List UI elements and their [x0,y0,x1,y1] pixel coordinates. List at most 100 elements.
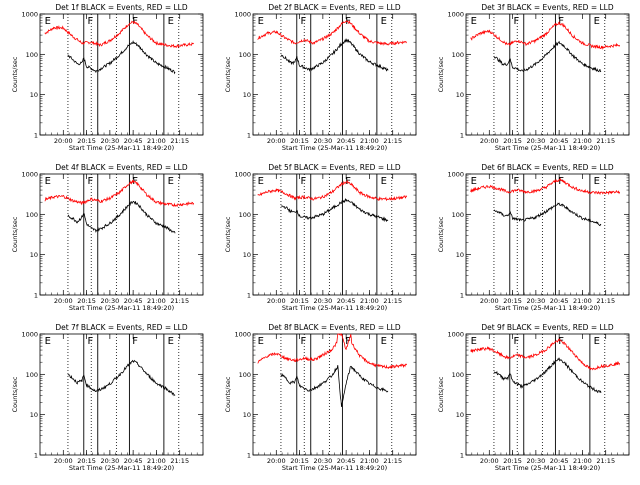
x-axis-label: Start Time (25-Mar-11 18:49:20) [69,144,174,152]
event-letter: F [132,336,138,347]
y-tick-label: 10 [243,91,251,99]
series-lld-line [257,333,408,370]
x-axis-label: Start Time (25-Mar-11 18:49:20) [69,464,174,472]
y-tick-label: 100 [452,371,464,379]
y-tick-label: 1 [247,292,251,300]
x-tick-label: 20:00 [480,297,499,305]
event-letter: F [301,176,307,187]
x-tick-label: 20:00 [267,297,286,305]
y-tick-label: 1 [247,132,251,140]
y-tick-label: 1000 [447,11,464,19]
series-events-line [493,40,602,73]
x-tick-label: 20:45 [550,457,569,465]
y-axis-label: Counts/sec [224,216,232,252]
event-letter: E [168,176,174,187]
x-tick-label: 21:15 [596,457,615,465]
x-tick-label: 20:00 [54,457,73,465]
y-tick-label: 100 [239,211,251,219]
x-tick-label: 21:00 [147,137,166,145]
y-tick-label: 1000 [21,331,38,339]
event-letter: E [471,176,477,187]
y-tick-label: 100 [26,211,38,219]
series-events-line [493,202,602,227]
series-lld-line [44,20,195,49]
x-tick-label: 20:15 [503,137,522,145]
panel-2: Det 2f BLACK = Events, RED = LLD 1 10 100 10… [224,3,417,152]
series-lld-line [470,21,621,51]
y-tick-label: 1 [247,452,251,460]
x-tick-label: 20:15 [503,457,522,465]
panel-5: Det 5f BLACK = Events, RED = LLD 1 10 100 10… [224,163,417,312]
series-events-line [67,39,176,75]
series-lld-line [470,177,621,196]
x-tick-label: 20:00 [480,137,499,145]
y-tick-label: 10 [243,251,251,259]
x-tick-label: 20:15 [77,137,96,145]
event-letter: F [301,16,307,27]
x-tick-label: 21:00 [573,137,592,145]
x-tick-label: 21:15 [170,137,189,145]
panel-9: Det 9f BLACK = Events, RED = LLD 1 10 100 10… [437,323,630,472]
event-letter: E [594,176,600,187]
event-letter: E [594,336,600,347]
series-lld-line [257,20,408,46]
series-events-line [280,38,389,72]
y-axis-label: Counts/sec [437,56,445,92]
panel-title: Det 7f BLACK = Events, RED = LLD [55,323,188,332]
panel-3: Det 3f BLACK = Events, RED = LLD 1 10 100 10… [437,3,630,152]
y-tick-label: 100 [452,211,464,219]
panel-title: Det 8f BLACK = Events, RED = LLD [268,323,401,332]
y-tick-label: 10 [456,411,464,419]
x-tick-label: 20:15 [503,297,522,305]
x-tick-label: 20:00 [480,457,499,465]
series-events-line [67,359,176,397]
x-axis-label: Start Time (25-Mar-11 18:49:20) [69,304,174,312]
y-tick-label: 100 [452,51,464,59]
x-tick-label: 20:15 [290,297,309,305]
x-axis-label: Start Time (25-Mar-11 18:49:20) [282,464,387,472]
x-tick-label: 20:30 [100,457,119,465]
panel-1: Det 1f BLACK = Events, RED = LLD 1 10 100 10… [11,3,204,152]
event-letter: F [558,16,564,27]
event-letter: E [381,16,387,27]
event-letter: F [558,176,564,187]
series-events-line [493,357,602,394]
x-axis-label: Start Time (25-Mar-11 18:49:20) [495,144,600,152]
y-tick-label: 10 [30,91,38,99]
y-tick-label: 1000 [21,11,38,19]
x-tick-label: 21:00 [147,297,166,305]
y-tick-label: 1000 [21,171,38,179]
event-letter: E [45,16,51,27]
event-letter: F [88,16,94,27]
series-lld-line [470,338,621,371]
y-tick-label: 1 [34,452,38,460]
x-axis-label: Start Time (25-Mar-11 18:49:20) [282,304,387,312]
y-axis-label: Counts/sec [437,376,445,412]
panel-4: Det 4f BLACK = Events, RED = LLD 1 10 100 10… [11,163,204,312]
x-tick-label: 20:15 [77,297,96,305]
event-letter: F [88,176,94,187]
event-letter: F [88,336,94,347]
panel-title: Det 3f BLACK = Events, RED = LLD [481,3,614,12]
x-tick-label: 20:45 [337,137,356,145]
x-tick-label: 21:15 [383,137,402,145]
y-tick-label: 1 [460,132,464,140]
series-lld-line [257,179,408,202]
y-tick-label: 1000 [234,171,251,179]
y-tick-label: 1 [34,132,38,140]
y-tick-label: 100 [239,371,251,379]
series-events-line [280,198,389,223]
panel-6: Det 6f BLACK = Events, RED = LLD 1 10 100 10… [437,163,630,312]
panel-title: Det 4f BLACK = Events, RED = LLD [55,163,188,172]
x-tick-label: 20:30 [526,137,545,145]
event-letter: E [381,176,387,187]
y-tick-label: 1000 [447,331,464,339]
y-axis-label: Counts/sec [224,56,232,92]
x-tick-label: 20:30 [526,457,545,465]
event-letter: E [45,336,51,347]
panel-title: Det 1f BLACK = Events, RED = LLD [55,3,188,12]
x-tick-label: 21:15 [596,137,615,145]
y-tick-label: 1 [460,452,464,460]
x-tick-label: 20:00 [267,457,286,465]
